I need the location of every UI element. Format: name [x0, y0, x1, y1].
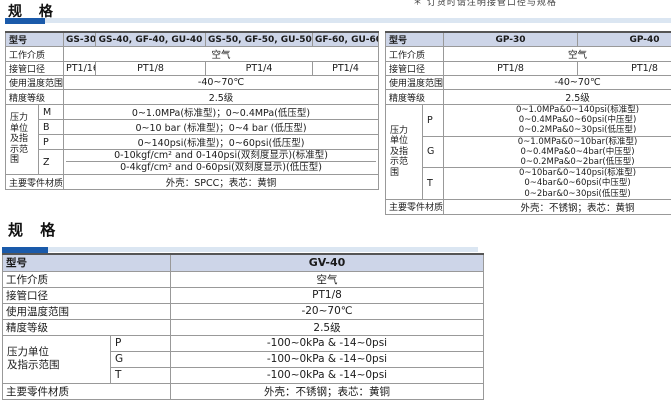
spec-label: 工作介质 — [384, 46, 445, 62]
pressure-range-value: 0~1.0MPa&0~140psi(标准型) 0~0.4MPa&0~60psi(… — [443, 104, 671, 137]
clipped-footnote-text: ＊ 订货时请注明接管口径与规格 — [413, 0, 557, 8]
pressure-range-label: 压力单位 及指示范围 — [2, 334, 111, 384]
gp-series-spec-table: 型号 GP-30 GP-40 工作介质 空气 接管口径 PT1/8 PT1/8 … — [384, 31, 671, 215]
pressure-unit-code: B — [37, 119, 65, 135]
spec-label: 工作介质 — [2, 270, 171, 288]
model-header: GF-60, GU-60 — [312, 31, 380, 47]
spec-label: 工作介质 — [4, 46, 65, 62]
clipped-footnote: ＊ 订货时请注明接管口径与规格 — [413, 0, 588, 8]
pressure-range-value: 0~1.0MPa(标准型)；0~0.4MPa(低压型) — [63, 104, 380, 120]
spec-value: PT1/4 — [205, 61, 314, 76]
spec-value: 外壳：SPCC；表芯：黄铜 — [63, 174, 380, 190]
pressure-range-value: -100~0kPa & -14~0psi — [170, 366, 484, 384]
spec-value: 2.5级 — [170, 318, 484, 336]
pressure-unit-code: Z — [37, 149, 65, 175]
spec-label: 接管口径 — [384, 61, 445, 76]
spec-label: 精度等级 — [384, 89, 445, 105]
spec-label: 主要零件材质 — [384, 198, 445, 215]
gv-series-spec-table: 型号 GV-40 工作介质 空气 接管口径 PT1/8 使用温度范围 -20~7… — [2, 253, 484, 400]
pressure-unit-code: M — [37, 104, 65, 120]
spec-label: 使用温度范围 — [384, 75, 445, 90]
pressure-range-value: 0~1.0MPa&0~10bar(标准型) 0~0.4MPa&0~4bar(中压… — [443, 135, 671, 169]
pressure-range-value-line2: 0-4kgf/cm² and 0-60psi(双刻度显示)(低压型) — [120, 162, 322, 173]
pressure-unit-code: G — [421, 135, 445, 169]
spec-label: 精度等级 — [4, 89, 65, 105]
title-underline-dark — [2, 247, 48, 253]
spec-value: PT1/4 — [312, 61, 380, 76]
spec-value: 外壳：不锈钢；表芯：黄铜 — [443, 198, 671, 215]
pressure-range-label: 压力 单位 及指 示范 围 — [5, 104, 39, 175]
spec-value: -20~70℃ — [170, 302, 484, 320]
pressure-range-value: 0~10 bar (标准型)；0~4 bar (低压型) — [63, 119, 380, 135]
pressure-range-value: -100~0kPa & -14~0psi — [170, 334, 484, 352]
spec-label: 主要零件材质 — [4, 174, 65, 190]
pressure-unit-code: P — [421, 104, 445, 137]
model-header: GS-50, GF-50, GU-50 — [205, 31, 314, 47]
model-header: GV-40 — [170, 253, 484, 272]
model-header: GP-30 — [443, 31, 579, 47]
pressure-range-value-line1: 0-10kgf/cm² and 0-140psi(双刻度显示)(标准型) — [66, 151, 377, 162]
spec-label: 主要零件材质 — [2, 382, 171, 400]
spec-value: 2.5级 — [63, 89, 380, 105]
model-header: GS-40, GF-40, GU-40 — [95, 31, 207, 47]
spec-value: 空气 — [170, 270, 484, 288]
spec-label: 接管口径 — [2, 286, 171, 304]
title-underline-dark — [5, 18, 45, 24]
model-row-label: 型号 — [2, 253, 171, 272]
spec-value: PT1/8 — [95, 61, 207, 76]
pressure-range-value: -100~0kPa & -14~0psi — [170, 350, 484, 368]
spec-value: 空气 — [443, 46, 671, 62]
pressure-unit-code: T — [110, 366, 171, 384]
model-row-label: 型号 — [384, 31, 445, 47]
spec-value: PT1/8 — [443, 61, 579, 76]
spec-value: PT1/8 — [577, 61, 671, 76]
pressure-range-label: 压力 单位 及指 示范 围 — [385, 104, 423, 200]
spec-value: -40~70℃ — [63, 75, 380, 90]
spec-value: PT1/16 — [63, 61, 97, 76]
model-header: GS-30 — [63, 31, 97, 47]
spec-value: 2.5级 — [443, 89, 671, 105]
pressure-range-dual-value: 0-10kgf/cm² and 0-140psi(双刻度显示)(标准型) 0-4… — [63, 149, 380, 175]
gs-series-spec-table: 型号 GS-30 GS-40, GF-40, GU-40 GS-50, GF-5… — [4, 31, 380, 190]
spec-label: 使用温度范围 — [2, 302, 171, 320]
pressure-range-value: 0~10bar&0~140psi(标准型) 0~4bar&0~60psi(中压型… — [443, 167, 671, 200]
spec-label: 接管口径 — [4, 61, 65, 76]
spec-value: 空气 — [63, 46, 380, 62]
model-header: GP-40 — [577, 31, 671, 47]
spec-value: -40~70℃ — [443, 75, 671, 90]
spec-label: 使用温度范围 — [4, 75, 65, 90]
pressure-range-value: 0~140psi(标准型)；0~60psi(低压型) — [63, 134, 380, 150]
title-underline-light — [48, 247, 478, 252]
spec-label: 精度等级 — [2, 318, 171, 336]
pressure-unit-code: P — [110, 334, 171, 352]
model-row-label: 型号 — [4, 31, 65, 47]
pressure-unit-code: P — [37, 134, 65, 150]
pressure-unit-code: G — [110, 350, 171, 368]
spec-value: PT1/8 — [170, 286, 484, 304]
section-title-bottom: 规 格 — [8, 221, 62, 239]
section-title-top: 规 格 — [8, 4, 59, 20]
title-underline-light — [45, 18, 671, 23]
pressure-unit-code: T — [421, 167, 445, 200]
spec-value: 外壳：不锈钢；表芯：黄铜 — [170, 382, 484, 400]
